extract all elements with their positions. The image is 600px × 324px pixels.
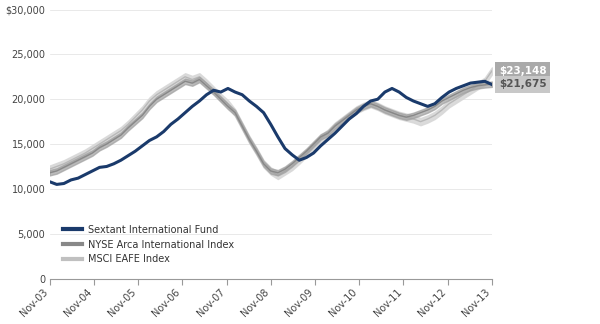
Text: $23,148: $23,148 bbox=[499, 66, 547, 76]
Text: $21,640: $21,640 bbox=[499, 79, 547, 89]
Text: $21,675: $21,675 bbox=[499, 79, 547, 89]
Legend: Sextant International Fund, NYSE Arca International Index, MSCI EAFE Index: Sextant International Fund, NYSE Arca In… bbox=[59, 221, 238, 268]
